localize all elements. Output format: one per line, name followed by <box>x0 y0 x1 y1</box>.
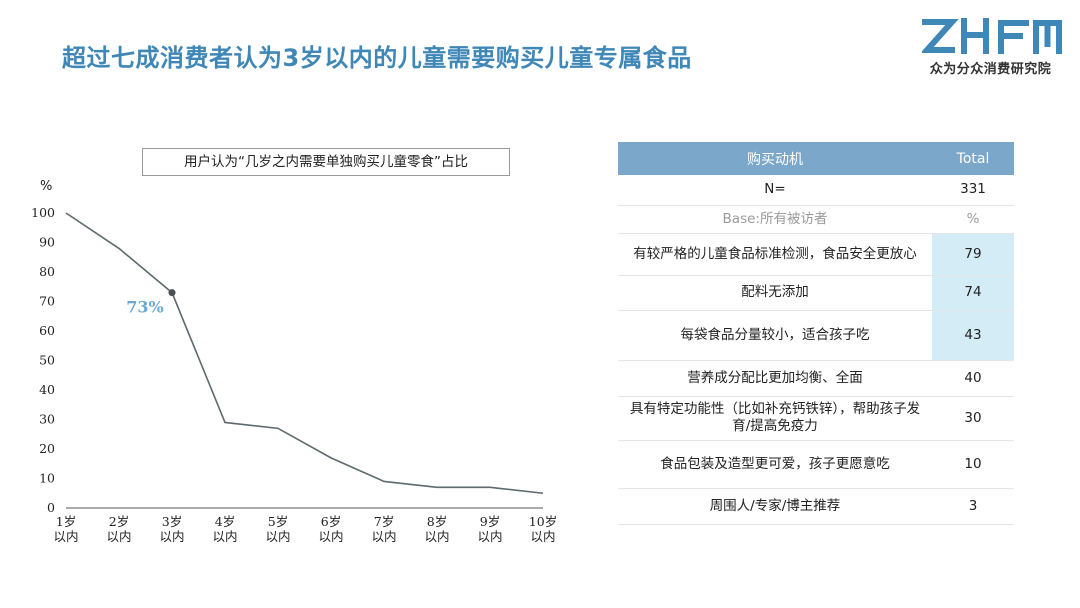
y-tick-label: 100 <box>31 205 55 220</box>
x-tick-label: 4岁 <box>215 514 235 529</box>
logo-mark-icon <box>922 18 1062 54</box>
y-tick-label: 60 <box>39 323 55 338</box>
series-line-group: 73% <box>65 212 544 495</box>
motive-value: 331 <box>932 175 1014 206</box>
motive-label: 配料无添加 <box>618 275 932 311</box>
highlight-annotation: 73% <box>126 298 163 317</box>
motive-label: 营养成分配比更加均衡、全面 <box>618 360 932 397</box>
y-tick-label: 10 <box>39 471 55 486</box>
series-line <box>65 212 544 495</box>
motive-value: 30 <box>932 396 1014 441</box>
motive-label: Base:所有被访者 <box>618 205 932 234</box>
motive-value: 74 <box>932 275 1014 311</box>
motive-label: 周围人/专家/博主推荐 <box>618 488 932 525</box>
table-row: 周围人/专家/博主推荐 3 <box>618 488 1014 525</box>
y-tick-label: 70 <box>39 294 55 309</box>
y-tick-label: 50 <box>39 353 55 368</box>
highlight-data-point <box>168 289 176 297</box>
table-row: 具有特定功能性（比如补充钙铁锌），帮助孩子发育/提高免疫力 30 <box>618 396 1014 441</box>
motive-value: 79 <box>932 233 1014 276</box>
x-tick-label: 以内 <box>424 529 449 544</box>
table-row: Base:所有被访者% <box>618 205 1014 234</box>
x-tick-label: 以内 <box>530 529 555 544</box>
table-header-total: Total <box>932 142 1014 175</box>
table-header-motive: 购买动机 <box>618 142 932 175</box>
x-tick-label: 7岁 <box>374 514 394 529</box>
y-tick-label: 90 <box>39 235 55 250</box>
motive-value: 10 <box>932 440 1014 489</box>
table-row: 配料无添加 74 <box>618 275 1014 311</box>
x-tick-label: 以内 <box>265 529 290 544</box>
y-tick-label: 30 <box>39 412 55 427</box>
x-tick-label: 6岁 <box>321 514 341 529</box>
x-tick-label: 以内 <box>53 529 78 544</box>
x-tick-label: 8岁 <box>427 514 447 529</box>
x-tick-label: 以内 <box>318 529 343 544</box>
page-title: 超过七成消费者认为3岁以内的儿童需要购买儿童专属食品 <box>62 44 692 72</box>
x-tick-label: 以内 <box>106 529 131 544</box>
x-tick-label: 2岁 <box>109 514 129 529</box>
y-tick-label: 40 <box>39 382 55 397</box>
x-tick-label: 以内 <box>212 529 237 544</box>
motive-label: 食品包装及造型更可爱，孩子更愿意吃 <box>618 440 932 489</box>
motive-value: 43 <box>932 310 1014 361</box>
y-tick-label: 80 <box>39 264 55 279</box>
motive-label: 有较严格的儿童食品标准检测，食品安全更放心 <box>618 233 932 276</box>
x-tick-label: 5岁 <box>268 514 288 529</box>
y-tick-label: 20 <box>39 441 55 456</box>
y-axis: 0 10 20 30 40 50 60 70 80 90 100 <box>31 205 55 515</box>
purchase-motive-table: 购买动机 Total N= 331 Base:所有被访者% 有较严格的儿童食品标准检测… <box>618 142 1014 525</box>
motive-label: N= <box>618 175 932 206</box>
brand-logo: 众为分众消费研究院 <box>918 18 1063 80</box>
x-tick-label: 10岁 <box>529 514 557 529</box>
y-axis-unit: % <box>40 179 52 194</box>
table-row: 有较严格的儿童食品标准检测，食品安全更放心 79 <box>618 233 1014 276</box>
x-axis: 1岁以内2岁以内3岁以内4岁以内5岁以内6岁以内7岁以内8岁以内9岁以内10岁以… <box>53 507 557 544</box>
motive-label: 具有特定功能性（比如补充钙铁锌），帮助孩子发育/提高免疫力 <box>618 396 932 441</box>
y-tick-label: 0 <box>47 500 55 515</box>
motive-label: 每袋食品分量较小，适合孩子吃 <box>618 310 932 361</box>
x-tick-label: 以内 <box>371 529 396 544</box>
x-tick-label: 9岁 <box>480 514 500 529</box>
x-tick-label: 以内 <box>159 529 184 544</box>
motive-value: 40 <box>932 360 1014 397</box>
table-row: 营养成分配比更加均衡、全面 40 <box>618 360 1014 397</box>
motive-value: 3 <box>932 488 1014 525</box>
motive-value: % <box>932 205 1014 234</box>
table-row: 食品包装及造型更可爱，孩子更愿意吃 10 <box>618 440 1014 489</box>
table-row: N= 331 <box>618 175 1014 206</box>
x-tick-label: 1岁 <box>56 514 76 529</box>
logo-subtitle: 众为分众消费研究院 <box>929 62 1052 77</box>
chart-title: 用户认为“几岁之内需要单独购买儿童零食”占比 <box>142 148 510 176</box>
x-tick-label: 3岁 <box>162 514 182 529</box>
x-tick-label: 以内 <box>477 529 502 544</box>
table-row: 每袋食品分量较小，适合孩子吃 43 <box>618 310 1014 361</box>
